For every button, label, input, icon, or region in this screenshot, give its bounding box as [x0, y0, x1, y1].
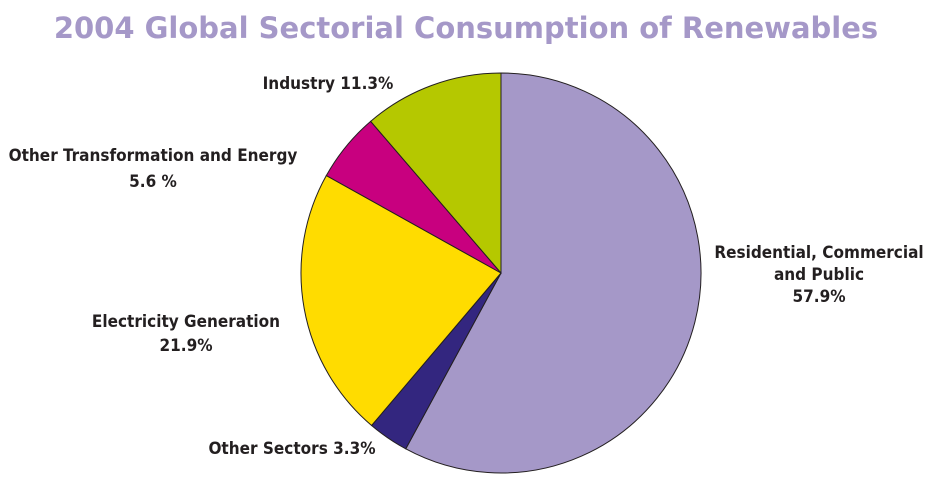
pie-slice	[405, 72, 702, 474]
pie-slice	[369, 72, 502, 275]
slice-label: Industry 11.3%	[263, 74, 394, 94]
pie-slices	[300, 72, 702, 474]
slice-label: Electricity Generation 21.9%	[92, 312, 280, 356]
chart-title: 2004 Global Sectorial Consumption of Ren…	[54, 11, 878, 45]
slice-labels: Residential, Commercial and Public 57.9% Ot…	[9, 74, 924, 459]
slice-label: Other Sectors 3.3%	[208, 439, 375, 459]
slice-label: Other Transformation and Energy 5.6 %	[9, 146, 298, 192]
pie-slice	[300, 174, 502, 427]
slice-label: Residential, Commercial and Public 57.9%	[714, 243, 923, 307]
